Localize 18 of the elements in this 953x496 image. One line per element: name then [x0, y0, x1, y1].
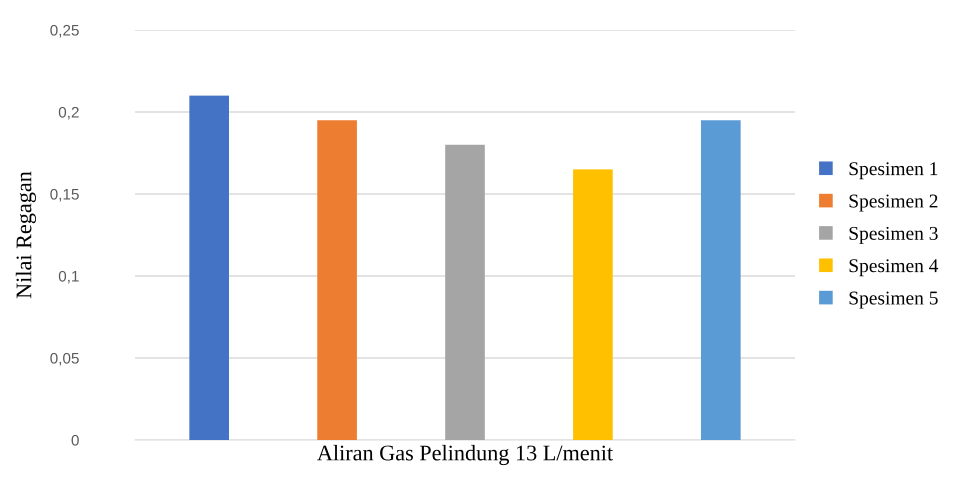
bar — [317, 120, 357, 440]
y-tick-label: 0 — [72, 434, 79, 446]
legend-label: Spesimen 4 — [850, 259, 938, 276]
y-tick-label: 0,25 — [50, 24, 79, 38]
y-tick-label: 0,15 — [50, 188, 79, 202]
bar — [189, 96, 230, 440]
legend-label: Spesimen 1 — [850, 162, 938, 180]
y-tick-label: 0,1 — [58, 270, 79, 284]
y-axis-title: Nilai Regagan — [16, 171, 36, 298]
legend-label: Spesimen 2 — [850, 194, 938, 212]
bar — [700, 120, 741, 440]
legend-label: Spesimen 5 — [850, 292, 938, 309]
bar — [445, 144, 485, 440]
bar — [573, 169, 613, 440]
x-axis-title: Aliran Gas Pelindung 13 L/menit — [317, 444, 613, 466]
y-tick-label: 0,05 — [50, 352, 79, 366]
y-tick-label: 0,2 — [58, 106, 79, 120]
legend-label: Spesimen 3 — [850, 226, 938, 244]
